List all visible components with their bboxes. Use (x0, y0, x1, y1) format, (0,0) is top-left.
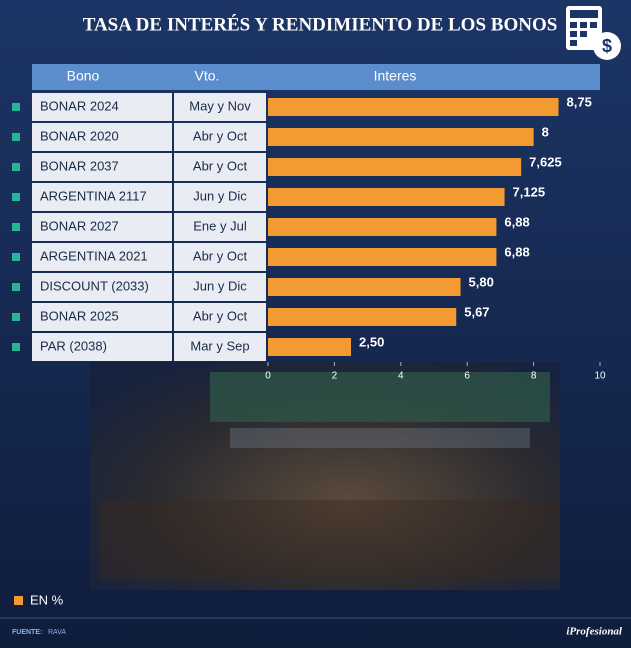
bar (268, 128, 534, 146)
row-date-cell (174, 153, 266, 181)
calculator-icon: $ (566, 6, 621, 60)
row-marker (12, 193, 20, 201)
table-header (32, 64, 600, 90)
legend-label: EN % (30, 592, 64, 607)
bar (268, 308, 457, 326)
row-marker (12, 133, 20, 141)
value-label: 5,67 (464, 304, 489, 319)
x-tick-label: 6 (464, 371, 470, 382)
photo-screens (100, 372, 560, 580)
maturity: Jun y Dic (193, 278, 247, 293)
bond-name: BONAR 2025 (40, 308, 119, 323)
bond-name: ARGENTINA 2021 (40, 248, 148, 263)
x-tick-label: 10 (594, 371, 606, 382)
row-marker (12, 163, 20, 171)
bond-name: PAR (2038) (40, 338, 107, 353)
x-tick-label: 4 (398, 371, 404, 382)
row-marker (12, 253, 20, 261)
maturity: Abr y Oct (193, 248, 248, 263)
row-name-cell (32, 123, 172, 151)
maturity: Mar y Sep (190, 338, 249, 353)
bar (268, 248, 497, 266)
x-tick-label: 8 (531, 371, 537, 382)
bond-name: BONAR 2027 (40, 218, 119, 233)
maturity: Jun y Dic (193, 188, 247, 203)
bar (268, 158, 522, 176)
title: TASA DE INTERÉS Y RENDIMIENTO DE LOS BON… (83, 13, 558, 35)
row-name-cell (32, 243, 172, 271)
column-header: Bono (67, 68, 100, 84)
column-header: Interes (374, 68, 417, 84)
row-name-cell (32, 333, 172, 361)
svg-text:$: $ (602, 36, 612, 56)
row-date-cell (174, 303, 266, 331)
legend-swatch (14, 596, 23, 605)
bar (268, 188, 505, 206)
bond-name: ARGENTINA 2117 (40, 188, 147, 203)
row-date-cell (174, 123, 266, 151)
maturity: Abr y Oct (193, 308, 248, 323)
bar (268, 218, 497, 236)
source: RAVA (48, 629, 66, 636)
value-label: 8 (542, 124, 549, 139)
maturity: Ene y Jul (193, 218, 247, 233)
row-date-cell (174, 183, 266, 211)
value-label: 7,625 (529, 154, 562, 169)
column-header: Vto. (195, 68, 220, 84)
row-name-cell (32, 93, 172, 121)
row-date-cell (174, 333, 266, 361)
row-name-cell (32, 183, 172, 211)
value-label: 2,50 (359, 334, 384, 349)
row-marker (12, 283, 20, 291)
bond-name: BONAR 2037 (40, 158, 119, 173)
value-label: 6,88 (504, 244, 529, 259)
value-label: 6,88 (504, 214, 529, 229)
source-label: FUENTE: (12, 629, 42, 636)
row-name-cell (32, 303, 172, 331)
x-tick-label: 2 (332, 371, 338, 382)
row-date-cell (174, 213, 266, 241)
maturity: Abr y Oct (193, 128, 248, 143)
row-date-cell (174, 93, 266, 121)
row-marker (12, 313, 20, 321)
row-name-cell (32, 273, 172, 301)
bar (268, 338, 351, 356)
bond-name: BONAR 2020 (40, 128, 119, 143)
bar (268, 278, 461, 296)
bond-name: BONAR 2024 (40, 98, 119, 113)
row-marker (12, 343, 20, 351)
value-label: 7,125 (513, 184, 546, 199)
maturity: May y Nov (189, 98, 251, 113)
bond-name: DISCOUNT (2033) (40, 278, 149, 293)
row-name-cell (32, 153, 172, 181)
row-marker (12, 103, 20, 111)
row-name-cell (32, 213, 172, 241)
row-marker (12, 223, 20, 231)
value-label: 8,75 (567, 94, 592, 109)
maturity: Abr y Oct (193, 158, 248, 173)
x-tick-label: 0 (265, 371, 271, 382)
brand: iProfesional (566, 626, 623, 638)
value-label: 5,80 (469, 274, 494, 289)
bar (268, 98, 559, 116)
row-date-cell (174, 243, 266, 271)
row-date-cell (174, 273, 266, 301)
